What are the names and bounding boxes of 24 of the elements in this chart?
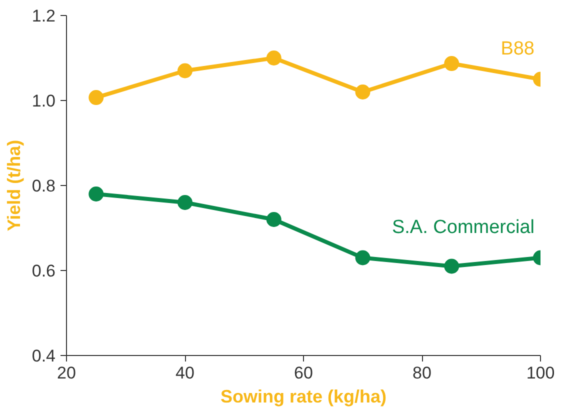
point: [355, 84, 370, 100]
point: [266, 212, 282, 227]
x-tick-label: 80: [412, 364, 432, 382]
point: [444, 56, 460, 72]
y-tick-label: 0.8: [32, 176, 56, 196]
x-tick-label: 60: [294, 364, 313, 382]
series-label: S.A. Commercial: [392, 216, 535, 238]
x-axis-title: Sowing rate (kg/ha): [220, 386, 387, 406]
point: [88, 90, 104, 106]
y-axis-title: Yield (t/ha): [4, 140, 24, 232]
x-tick-label: 20: [57, 364, 76, 382]
point: [355, 250, 370, 266]
point: [444, 258, 460, 274]
y-tick-label: 0.6: [32, 262, 56, 280]
x-tick-label: 100: [526, 364, 555, 382]
y-tick-label: 1.2: [32, 6, 56, 26]
y-tick-label: 1.0: [32, 92, 56, 110]
series-label: B88: [500, 38, 535, 60]
point: [178, 195, 192, 210]
point: [266, 50, 282, 66]
point: [88, 186, 104, 202]
y-tick-label: 0.4: [32, 346, 56, 366]
point: [178, 63, 192, 78]
x-tick-label: 40: [176, 364, 194, 382]
